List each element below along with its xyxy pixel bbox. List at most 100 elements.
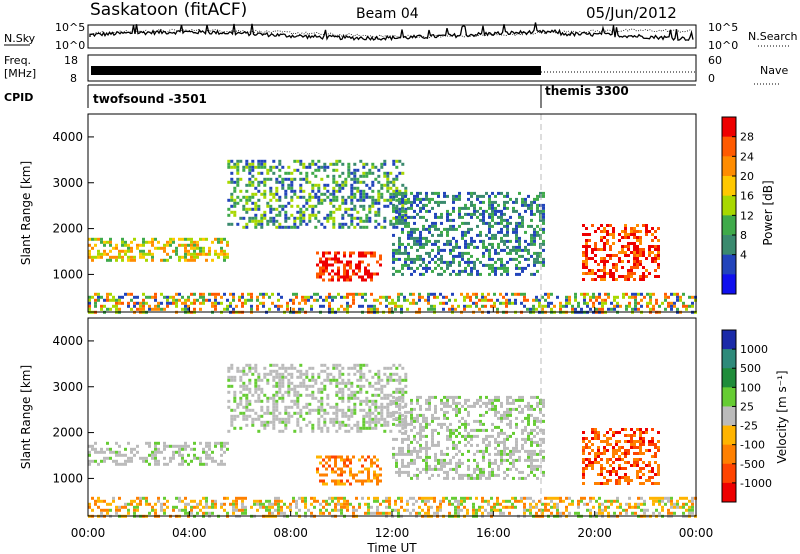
- heatmap-cell: [586, 304, 589, 308]
- heatmap-cell: [338, 204, 342, 208]
- heatmap-cell: [392, 251, 395, 255]
- heatmap-cell: [658, 304, 661, 308]
- heatmap-cell: [413, 260, 416, 264]
- heatmap-cell: [676, 295, 679, 299]
- heatmap-cell: [479, 239, 482, 243]
- heatmap-cell: [397, 508, 400, 512]
- heatmap-cell: [269, 363, 273, 367]
- heatmap-cell: [142, 304, 145, 308]
- heatmap-cell: [356, 222, 360, 226]
- heatmap-cell: [374, 225, 378, 229]
- heatmap-cell: [227, 162, 231, 166]
- heatmap-cell: [407, 473, 410, 477]
- heatmap-cell: [619, 505, 622, 509]
- heatmap-cell: [362, 225, 366, 229]
- heatmap-cell: [395, 458, 398, 462]
- heatmap-cell: [232, 295, 235, 299]
- heatmap-cell: [251, 180, 255, 184]
- heatmap-cell: [124, 502, 127, 506]
- heatmap-cell: [350, 198, 354, 202]
- heatmap-cell: [639, 446, 642, 449]
- heatmap-cell: [257, 378, 261, 382]
- heatmap-cell: [362, 192, 366, 196]
- heatmap-cell: [460, 502, 463, 506]
- heatmap-cell: [530, 203, 533, 207]
- heatmap-cell: [236, 171, 240, 175]
- heatmap-cell: [362, 399, 366, 403]
- heatmap-cell: [376, 479, 379, 483]
- heatmap-cell: [413, 446, 416, 450]
- heatmap-cell: [257, 429, 261, 433]
- heatmap-cell: [478, 298, 481, 302]
- heatmap-cell: [359, 159, 363, 163]
- heatmap-cell: [482, 467, 485, 471]
- heatmap-cell: [542, 404, 545, 408]
- heatmap-cell: [530, 239, 533, 243]
- heatmap-cell: [364, 272, 367, 276]
- heatmap-cell: [370, 505, 373, 509]
- heatmap-cell: [299, 210, 303, 214]
- heatmap-cell: [223, 441, 226, 445]
- heatmap-cell: [470, 203, 473, 207]
- heatmap-cell: [526, 298, 529, 302]
- heatmap-cell: [115, 298, 118, 302]
- heatmap-cell: [603, 242, 606, 245]
- heatmap-cell: [325, 482, 328, 486]
- heatmap-cell: [433, 304, 436, 308]
- heatmap-cell: [627, 248, 630, 251]
- heatmap-cell: [248, 198, 252, 202]
- heatmap-cell: [627, 269, 630, 272]
- heatmap-cell: [556, 496, 559, 500]
- heatmap-cell: [657, 239, 660, 242]
- heatmap-cell: [374, 426, 378, 430]
- heatmap-cell: [353, 402, 357, 406]
- heatmap-cell: [109, 237, 112, 241]
- heatmap-cell: [223, 292, 226, 296]
- heatmap-cell: [127, 304, 130, 308]
- heatmap-cell: [484, 508, 487, 512]
- heatmap-cell: [332, 198, 336, 202]
- heatmap-cell: [591, 272, 594, 275]
- heatmap-cell: [317, 420, 321, 424]
- heatmap-cell: [124, 459, 127, 463]
- heatmap-cell: [530, 440, 533, 444]
- heatmap-cell: [470, 239, 473, 243]
- heatmap-cell: [494, 212, 497, 216]
- heatmap-cell: [130, 459, 133, 463]
- heatmap-cell: [263, 159, 267, 163]
- heatmap-cell: [311, 204, 315, 208]
- heatmap-cell: [440, 254, 443, 258]
- heatmap-cell: [208, 298, 211, 302]
- heatmap-cell: [446, 266, 449, 270]
- heatmap-cell: [184, 301, 187, 305]
- heatmap-cell: [515, 251, 518, 255]
- heatmap-cell: [535, 295, 538, 299]
- heatmap-cell: [341, 213, 345, 217]
- heatmap-cell: [422, 227, 425, 231]
- heatmap-cell: [637, 502, 640, 506]
- heatmap-cell: [296, 402, 300, 406]
- heatmap-cell: [392, 180, 396, 184]
- heatmap-cell: [448, 499, 451, 503]
- heatmap-cell: [585, 458, 588, 461]
- heatmap-cell: [239, 177, 243, 181]
- heatmap-cell: [346, 263, 349, 267]
- heatmap-cell: [202, 447, 205, 451]
- heatmap-cell: [679, 496, 682, 500]
- heatmap-cell: [139, 255, 142, 259]
- heatmap-cell: [275, 414, 279, 418]
- heatmap-cell: [91, 508, 94, 512]
- heatmap-cell: [172, 249, 175, 253]
- heatmap-cell: [311, 378, 315, 382]
- heatmap-cell: [163, 502, 166, 506]
- heatmap-cell: [613, 304, 616, 308]
- heatmap-cell: [196, 456, 199, 460]
- heatmap-cell: [346, 464, 349, 468]
- heatmap-cell: [359, 402, 363, 406]
- heatmap-cell: [527, 413, 530, 417]
- heatmap-cell: [245, 195, 249, 199]
- heatmap-cell: [527, 434, 530, 438]
- heatmap-cell: [329, 372, 333, 376]
- heatmap-cell: [491, 401, 494, 405]
- heatmap-cell: [118, 450, 121, 454]
